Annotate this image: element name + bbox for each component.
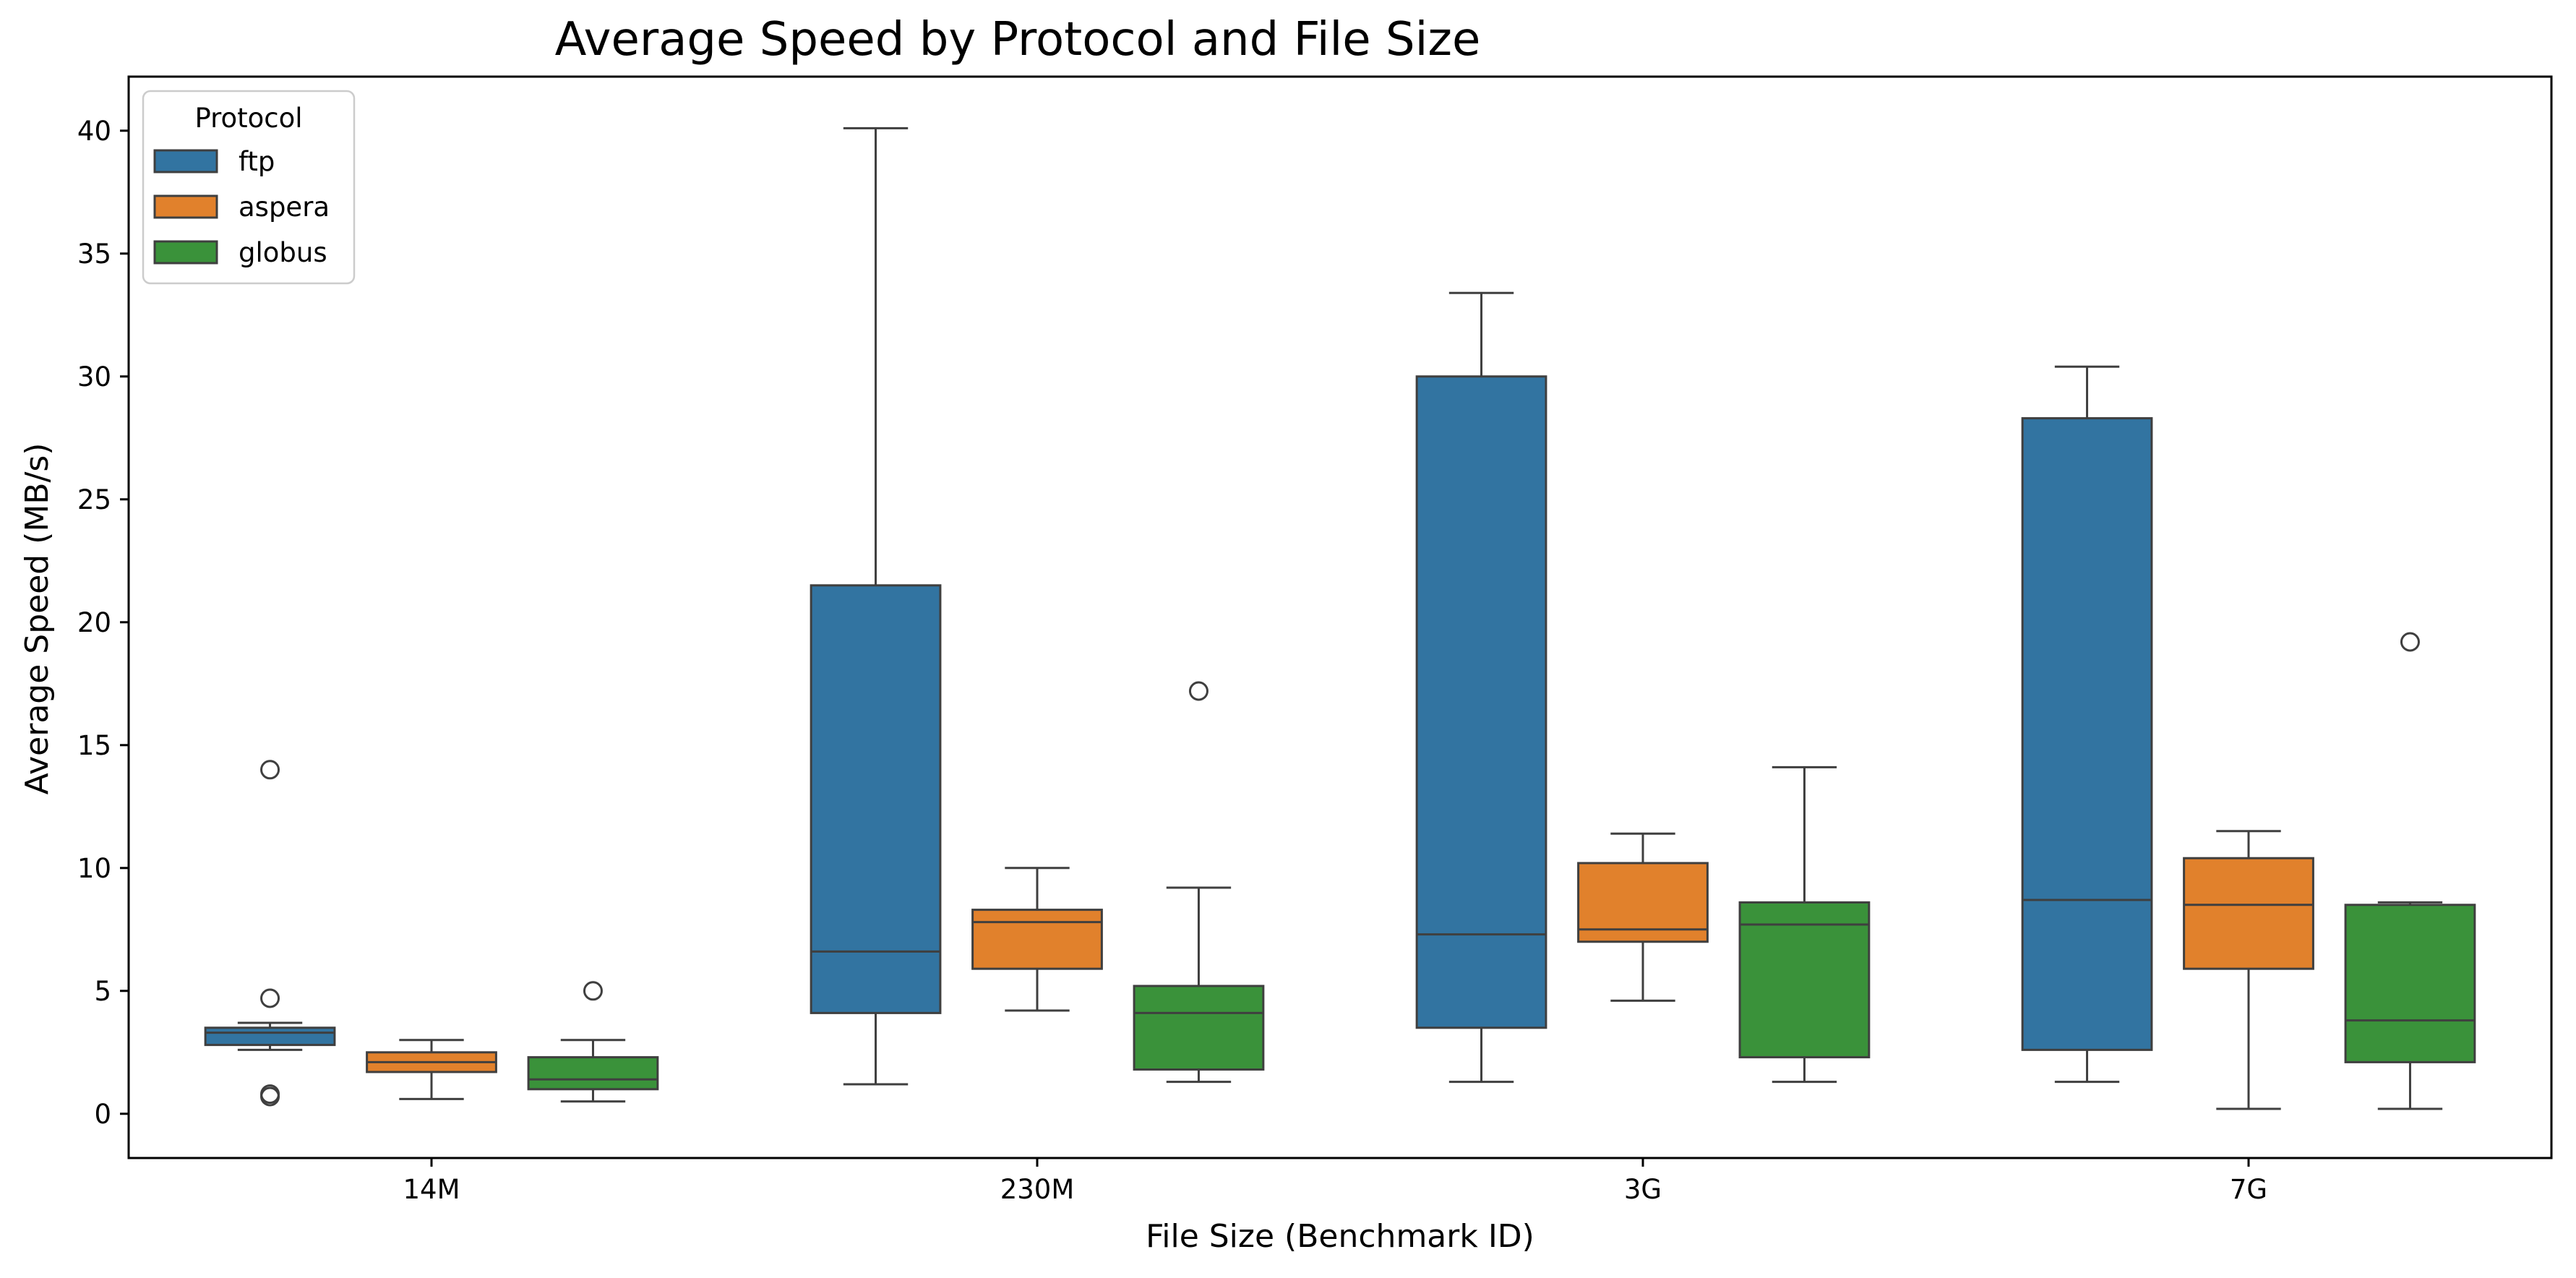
box-ftp-230M [810,126,942,1086]
legend-label-aspera: aspera [239,192,330,223]
box-body [527,1056,659,1091]
y-tick-label: 15 [77,730,111,761]
box-ftp-14M [204,760,336,1107]
box-body [204,1026,336,1047]
box-aspera-7G [2183,830,2314,1110]
x-tick-label: 7G [2230,1174,2267,1205]
box-body [1415,375,1547,1029]
box-body [1738,901,1871,1059]
plot-area [127,75,2553,1159]
outlier-point [1188,681,1208,701]
legend-label-globus: globus [239,237,327,268]
y-tick-label: 20 [77,607,111,638]
y-tick-label: 40 [77,116,111,147]
outlier-point [2400,632,2420,652]
legend-swatch-aspera [153,194,218,219]
box-body [971,909,1103,970]
legend-frame [142,90,356,285]
y-tick-label: 10 [77,853,111,884]
box-globus-7G [2344,632,2476,1110]
y-tick-label: 5 [94,976,111,1007]
box-body [1133,985,1265,1071]
y-tick-label: 35 [77,239,111,270]
box-ftp-3G [1415,291,1547,1084]
box-aspera-230M [971,867,1103,1012]
legend: Protocol ftp aspera globus [142,90,356,285]
y-axis: 0 5 10 15 20 25 30 35 40 [77,116,129,1130]
box-aspera-3G [1577,832,1709,1002]
legend-title: Protocol [194,103,302,134]
x-tick-label: 230M [1000,1174,1075,1205]
box-globus-230M [1133,681,1265,1084]
box-ftp-7G [2021,365,2153,1084]
box-body [2344,904,2476,1063]
x-axis: 14M 230M 3G 7G [403,1158,2267,1205]
y-axis-label: Average Speed (MB/s) [19,443,56,795]
plot-frame [127,75,2553,1159]
outlier-point [260,1086,280,1107]
legend-label-ftp: ftp [239,146,275,177]
legend-swatch-ftp [153,149,218,173]
y-tick-label: 25 [77,484,111,515]
y-tick-label: 0 [94,1099,111,1130]
box-body [2021,417,2153,1051]
outlier-point [583,981,603,1001]
legend-swatch-globus [153,240,218,265]
y-tick-label: 30 [77,361,111,393]
outlier-point [260,988,280,1008]
box-globus-14M [527,981,659,1103]
box-body [2183,857,2314,970]
outlier-point [260,760,280,780]
x-axis-label: File Size (Benchmark ID) [1146,1218,1534,1255]
x-tick-label: 3G [1624,1174,1662,1205]
x-tick-label: 14M [403,1174,460,1205]
box-globus-3G [1738,765,1871,1084]
chart-title: Average Speed by Protocol and File Size [555,13,1481,67]
box-body [810,584,942,1014]
box-aspera-14M [366,1039,497,1100]
